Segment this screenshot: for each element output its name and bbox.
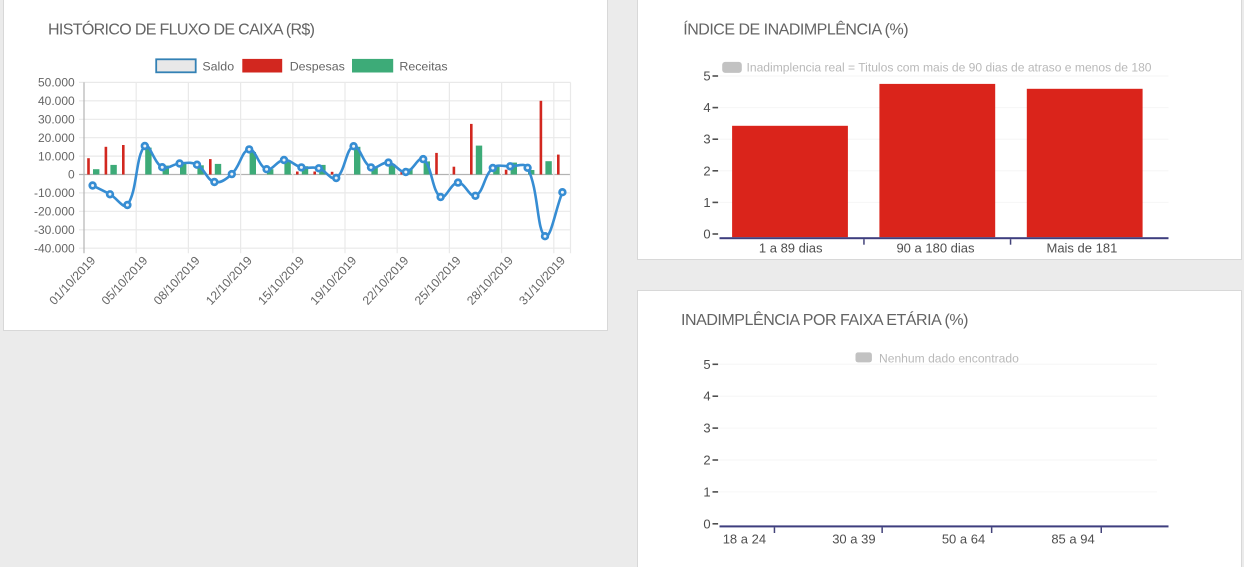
svg-text:3: 3 [703, 421, 710, 436]
svg-text:4: 4 [703, 389, 710, 404]
svg-text:Inadimplencia real = Titulos c: Inadimplencia real = Titulos com mais de… [747, 61, 1152, 75]
svg-text:Mais de 181: Mais de 181 [1046, 241, 1117, 256]
svg-text:18 a 24: 18 a 24 [723, 532, 766, 547]
svg-text:Despesas: Despesas [290, 59, 345, 73]
svg-text:40.000: 40.000 [38, 94, 75, 108]
svg-text:5: 5 [703, 357, 710, 372]
svg-text:HISTÓRICO DE FLUXO DE CAIXA (R: HISTÓRICO DE FLUXO DE CAIXA (R$) [48, 20, 315, 39]
svg-text:ÍNDICE DE INADIMPLÊNCIA (%): ÍNDICE DE INADIMPLÊNCIA (%) [683, 20, 908, 39]
svg-text:30 a 39: 30 a 39 [832, 532, 875, 547]
svg-text:0: 0 [703, 227, 710, 242]
svg-text:-10.000: -10.000 [34, 186, 75, 200]
svg-text:Receitas: Receitas [399, 59, 447, 73]
svg-text:50 a 64: 50 a 64 [942, 532, 985, 547]
svg-text:5: 5 [703, 69, 710, 84]
svg-text:0: 0 [68, 168, 75, 182]
svg-text:90 a 180 dias: 90 a 180 dias [896, 241, 975, 256]
svg-text:2: 2 [703, 163, 710, 178]
svg-text:3: 3 [703, 132, 710, 147]
svg-text:10.000: 10.000 [38, 149, 75, 163]
svg-text:0: 0 [703, 516, 710, 531]
svg-text:1: 1 [703, 195, 710, 210]
svg-text:2: 2 [703, 453, 710, 468]
svg-text:-20.000: -20.000 [34, 205, 75, 219]
svg-text:-40.000: -40.000 [34, 241, 75, 255]
svg-text:20.000: 20.000 [38, 131, 75, 145]
svg-text:1: 1 [703, 484, 710, 499]
svg-text:Saldo: Saldo [202, 59, 234, 73]
svg-text:30.000: 30.000 [38, 113, 75, 127]
svg-text:4: 4 [703, 100, 710, 115]
svg-text:-30.000: -30.000 [34, 223, 75, 237]
svg-text:INADIMPLÊNCIA POR FAIXA ETÁRIA: INADIMPLÊNCIA POR FAIXA ETÁRIA (%) [681, 310, 968, 329]
svg-text:Nenhum dado encontrado: Nenhum dado encontrado [879, 351, 1019, 365]
svg-text:1 a 89 dias: 1 a 89 dias [759, 241, 823, 256]
svg-text:85 a 94: 85 a 94 [1051, 532, 1094, 547]
svg-text:50.000: 50.000 [38, 76, 75, 90]
